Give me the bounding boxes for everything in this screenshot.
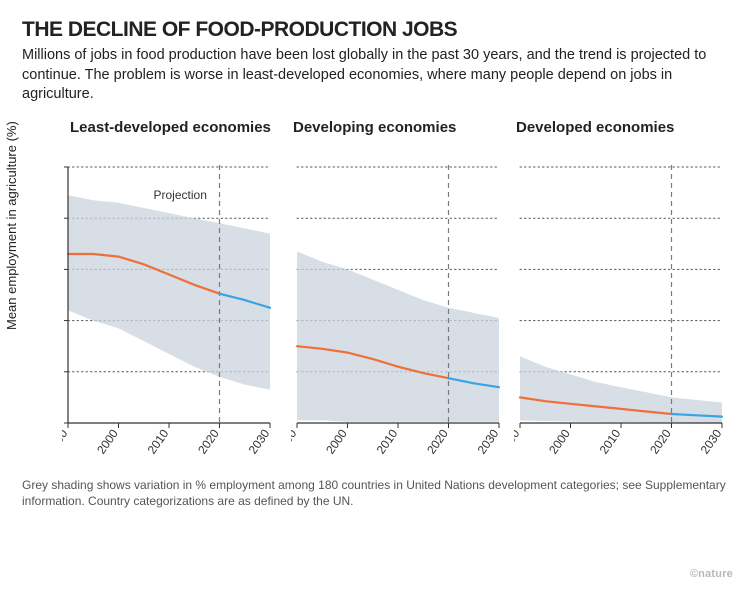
panel-svg: Projection199020002010202020300204060801…: [62, 163, 272, 463]
panel-svg: 1990 2000 2010 2020 2030: [514, 163, 724, 463]
x-tick-label: 2010: [145, 426, 172, 456]
x-tick-label: 2000: [546, 426, 573, 456]
panel-developed: Developed economies 1990 2000 2010 2020 2030: [514, 119, 729, 463]
x-tick-label: 1990: [514, 426, 523, 456]
panel-title: Least-developed economies: [70, 119, 283, 157]
panel-least-developed: Least-developed economies Projection1990…: [68, 119, 283, 463]
charts-row: Least-developed economies Projection 1990…: [68, 119, 729, 463]
x-tick-label: 2030: [698, 426, 724, 456]
panel-title: Developed economies: [516, 119, 729, 157]
x-tick-label: 2000: [323, 426, 350, 456]
x-tick-label: 2020: [195, 426, 222, 456]
x-tick-label: 1990: [291, 426, 300, 456]
chart-title: THE DECLINE OF FOOD-PRODUCTION JOBS: [22, 18, 729, 42]
x-tick-label: 2010: [374, 426, 401, 456]
x-tick-label: 2000: [94, 426, 121, 456]
chart-subtitle: Millions of jobs in food production have…: [22, 46, 722, 105]
x-tick-label: 2020: [647, 426, 674, 456]
panel-developing: Developing economies 1990 2000 2010 2020 203…: [291, 119, 506, 463]
panel-svg: 1990 2000 2010 2020 2030: [291, 163, 501, 463]
y-axis-label: Mean employment in agriculture (%): [4, 121, 19, 330]
panel-title: Developing economies: [293, 119, 506, 157]
x-tick-label: 2030: [475, 426, 501, 456]
projection-label: Projection: [154, 188, 207, 202]
x-tick-label: 1990: [62, 426, 71, 456]
x-tick-label: 2010: [597, 426, 624, 456]
x-tick-label: 2030: [246, 426, 272, 456]
x-tick-label: 2020: [424, 426, 451, 456]
credit: ©nature: [690, 568, 733, 580]
chart-footnote: Grey shading shows variation in % employ…: [22, 477, 729, 509]
